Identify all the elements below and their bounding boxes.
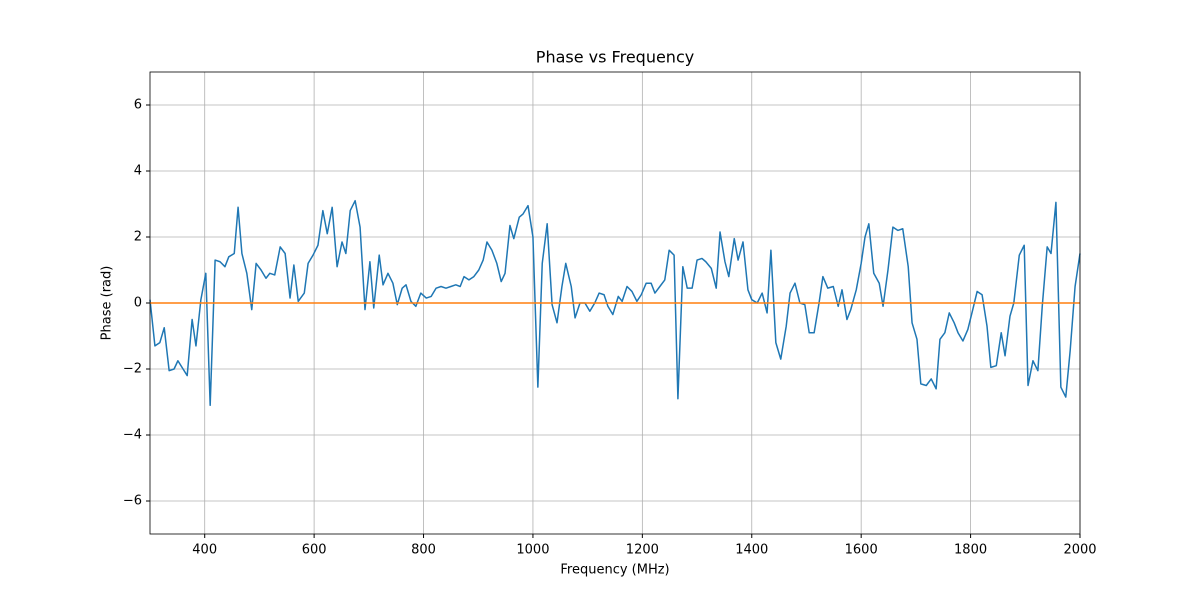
x-tick-label: 1600: [845, 543, 878, 558]
x-tick-label: 600: [302, 543, 327, 558]
y-tick-label: −2: [123, 362, 142, 377]
x-tick-label: 1000: [516, 543, 549, 558]
y-tick-label: 6: [134, 98, 142, 113]
y-tick-label: −6: [123, 494, 142, 509]
chart-title: Phase vs Frequency: [536, 48, 694, 67]
y-tick-label: −4: [123, 428, 142, 443]
x-tick-label: 1400: [735, 543, 768, 558]
x-tick-label: 1200: [626, 543, 659, 558]
x-tick-label: 800: [411, 543, 436, 558]
data-line: [149, 199, 1081, 407]
x-axis-label: Frequency (MHz): [560, 563, 669, 578]
x-tick-label: 400: [192, 543, 217, 558]
plot-frame: [149, 71, 1081, 535]
y-tick-label: 0: [134, 296, 142, 311]
y-tick-label: 4: [134, 164, 142, 179]
y-axis-label: Phase (rad): [100, 266, 115, 341]
x-tick-label: 1800: [954, 543, 987, 558]
x-tick-label: 2000: [1063, 543, 1096, 558]
y-tick-label: 2: [134, 230, 142, 245]
